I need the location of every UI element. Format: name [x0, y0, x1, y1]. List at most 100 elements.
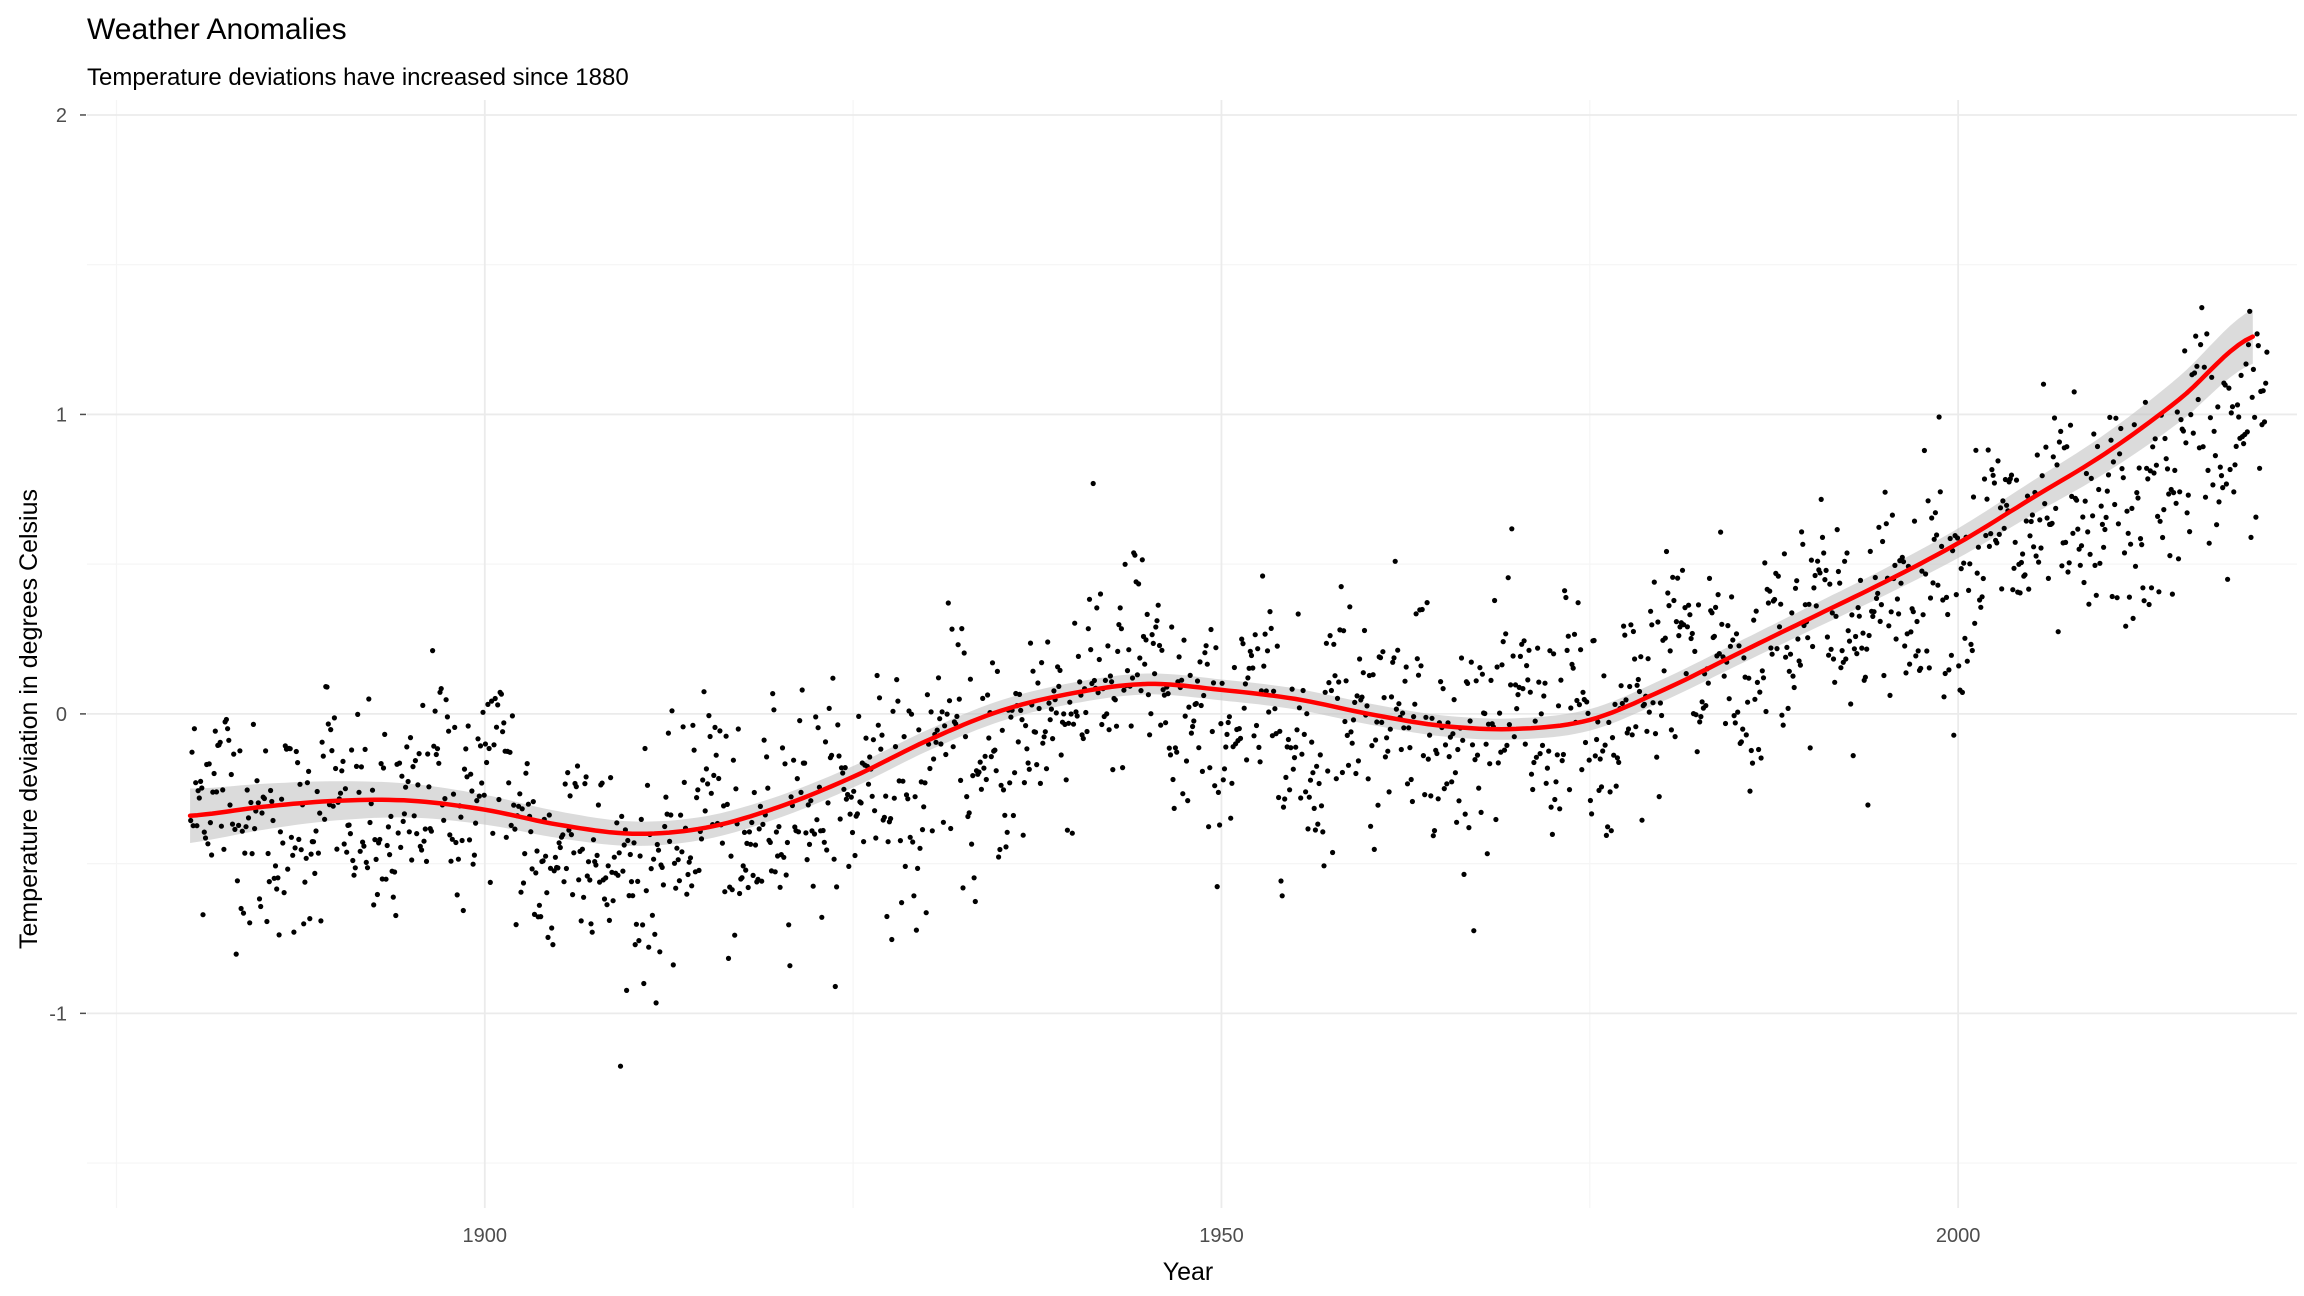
data-point: [890, 708, 896, 714]
data-point: [970, 773, 976, 779]
data-point: [1194, 678, 1201, 684]
data-point: [1763, 708, 1769, 715]
data-point: [1075, 653, 1081, 660]
data-point: [711, 772, 717, 779]
data-point: [1084, 728, 1090, 735]
data-point: [1274, 643, 1280, 649]
data-point: [1159, 647, 1165, 653]
data-point: [2156, 589, 2162, 595]
data-point: [631, 840, 637, 846]
data-point: [832, 983, 838, 990]
data-point: [1887, 692, 1893, 699]
data-point: [368, 801, 374, 807]
data-point: [1067, 699, 1073, 705]
data-point: [254, 778, 260, 784]
data-point: [756, 826, 762, 832]
data-point: [322, 816, 328, 822]
data-point: [266, 879, 272, 885]
data-point: [1797, 662, 1803, 668]
data-point: [2183, 440, 2189, 446]
data-point: [2145, 476, 2151, 482]
data-point: [777, 884, 783, 890]
data-point: [1256, 744, 1262, 751]
data-point: [1326, 680, 1332, 686]
data-point: [384, 842, 390, 849]
data-point: [1032, 729, 1039, 735]
data-point: [891, 795, 897, 801]
data-point: [908, 711, 915, 717]
data-point: [1886, 623, 1892, 629]
data-point: [1309, 739, 1315, 745]
data-point: [2195, 396, 2201, 403]
data-point: [883, 793, 889, 799]
data-point: [929, 828, 935, 834]
data-point: [610, 898, 616, 904]
data-point: [200, 912, 206, 918]
data-point: [776, 824, 782, 830]
data-point: [1034, 762, 1040, 768]
data-point: [1991, 480, 1997, 486]
data-point: [1969, 647, 1975, 654]
data-point: [1166, 745, 1172, 751]
data-point: [217, 739, 223, 745]
data-point: [910, 839, 916, 845]
data-point: [1721, 673, 1727, 679]
data-point: [1713, 604, 1719, 611]
data-point: [1896, 611, 1902, 617]
data-point: [2125, 530, 2131, 536]
data-point: [1811, 585, 1817, 591]
data-point: [895, 698, 901, 704]
data-point: [1915, 648, 1921, 654]
data-point: [1053, 710, 1059, 716]
data-point: [2135, 495, 2141, 501]
data-point: [543, 853, 549, 859]
data-point: [393, 912, 399, 919]
data-point: [1019, 717, 1025, 723]
data-point: [1248, 652, 1255, 659]
data-point: [1315, 821, 1321, 827]
data-point: [1844, 550, 1850, 556]
data-point: [915, 865, 921, 872]
data-point: [931, 756, 937, 762]
data-point: [638, 816, 644, 823]
data-point: [587, 877, 593, 883]
data-point: [1298, 795, 1304, 801]
data-point: [1465, 680, 1471, 687]
data-point: [1051, 688, 1057, 694]
data-point: [337, 790, 344, 796]
data-point: [2233, 443, 2239, 449]
data-point: [1606, 719, 1612, 726]
data-point: [1732, 720, 1738, 726]
data-point: [2229, 404, 2236, 410]
data-point: [732, 932, 738, 938]
data-point: [1974, 570, 1980, 576]
data-point: [1374, 719, 1380, 725]
data-point: [1170, 776, 1176, 783]
data-point: [2107, 414, 2113, 420]
data-point: [1838, 665, 1844, 671]
data-point: [2129, 505, 2135, 511]
data-point: [1785, 705, 1791, 712]
data-point: [2109, 593, 2115, 600]
data-point: [654, 841, 660, 848]
data-point: [2105, 472, 2112, 478]
data-point: [1497, 710, 1503, 716]
data-point: [1321, 863, 1327, 869]
data-point: [1023, 723, 1029, 729]
data-point: [2063, 539, 2069, 546]
data-point: [878, 746, 884, 752]
data-point: [805, 802, 811, 808]
data-point: [2160, 534, 2166, 541]
data-point: [740, 863, 746, 869]
data-point: [280, 840, 286, 846]
data-point: [319, 739, 325, 745]
data-point: [1747, 788, 1753, 794]
data-point: [371, 902, 377, 908]
data-point: [1330, 849, 1336, 856]
data-point: [268, 787, 274, 794]
data-point: [1458, 655, 1465, 661]
data-point: [1035, 680, 1041, 686]
data-point: [2198, 342, 2204, 348]
data-point: [1415, 672, 1422, 678]
data-point: [346, 822, 352, 828]
